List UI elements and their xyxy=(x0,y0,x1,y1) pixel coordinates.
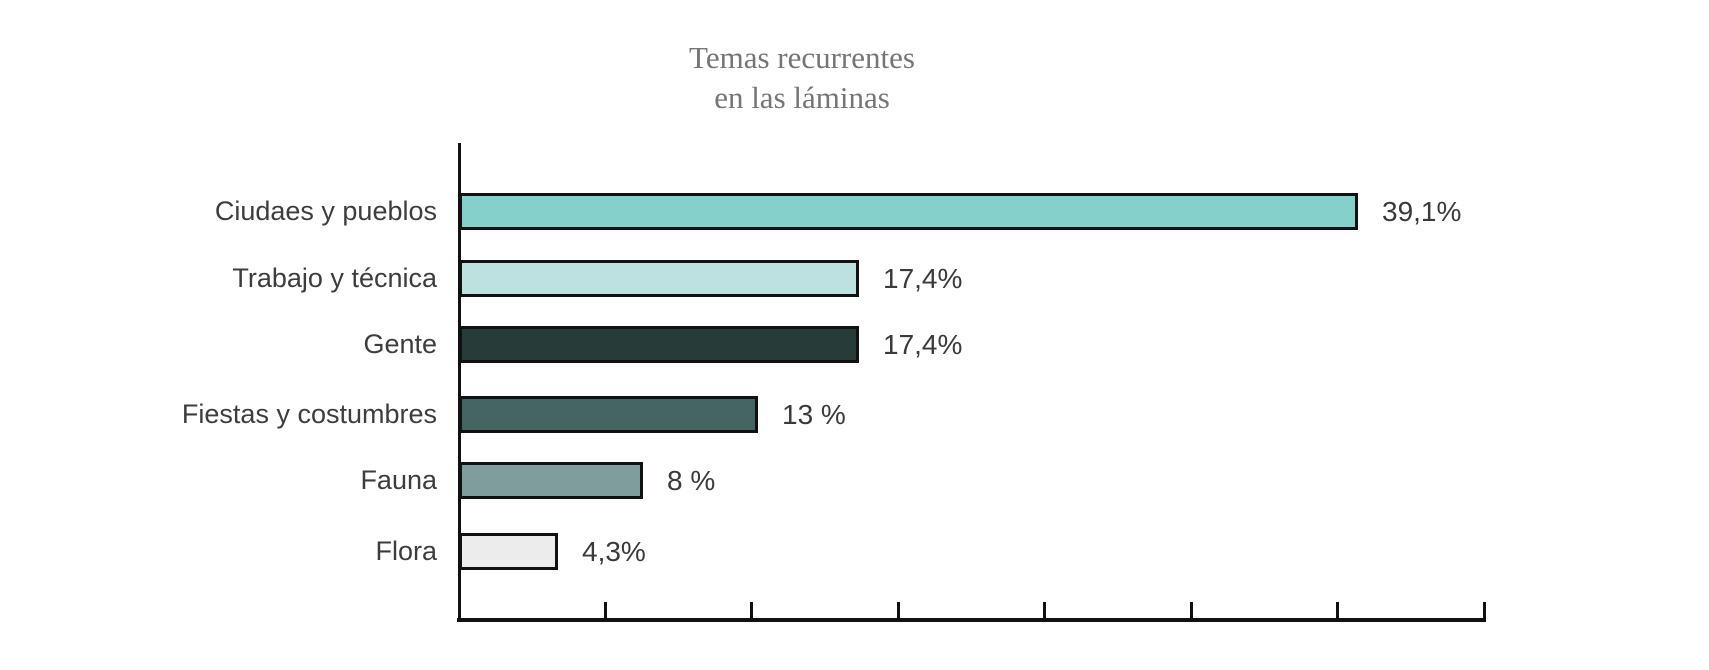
category-label: Trabajo y técnica xyxy=(232,263,437,293)
value-label: 39,1% xyxy=(1382,196,1462,227)
bar xyxy=(459,326,859,363)
x-axis-tick xyxy=(897,602,900,618)
chart-title-line-2: en las láminas xyxy=(714,80,890,115)
x-axis-tick xyxy=(750,602,753,618)
x-axis-tick xyxy=(1483,602,1486,618)
chart-title: Temas recurrentes en las láminas xyxy=(689,38,915,118)
x-axis-tick xyxy=(1336,602,1339,618)
value-label: 17,4% xyxy=(883,263,963,294)
value-label: 4,3% xyxy=(582,536,646,567)
x-axis-tick xyxy=(1190,602,1193,618)
bar xyxy=(459,260,859,297)
value-label: 13 % xyxy=(782,399,846,430)
bar xyxy=(459,193,1358,230)
bar xyxy=(459,396,758,433)
x-axis xyxy=(457,618,1486,622)
category-label: Fauna xyxy=(360,465,437,495)
y-axis xyxy=(458,143,461,622)
bar xyxy=(459,462,643,499)
bar xyxy=(459,533,558,570)
category-label: Gente xyxy=(363,329,437,359)
x-axis-tick xyxy=(604,602,607,618)
category-label: Fiestas y costumbres xyxy=(181,399,437,429)
category-label: Flora xyxy=(375,536,437,566)
category-label: Ciudaes y pueblos xyxy=(214,196,437,226)
value-label: 8 % xyxy=(667,465,716,496)
chart-title-line-1: Temas recurrentes xyxy=(689,40,915,75)
value-label: 17,4% xyxy=(883,329,963,360)
x-axis-tick xyxy=(1043,602,1046,618)
